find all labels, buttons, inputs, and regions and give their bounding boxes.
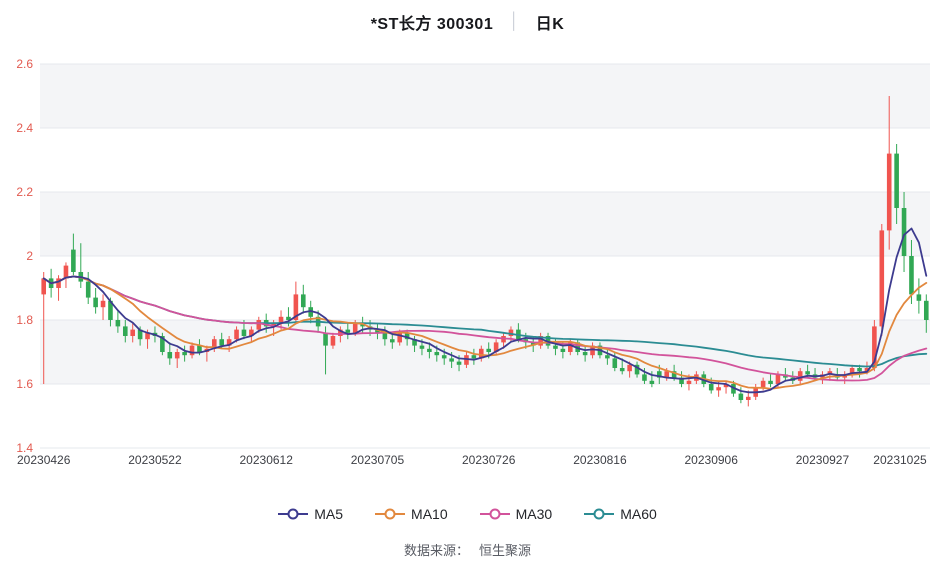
chart-header: *ST长方 300301 │ 日K [0, 0, 935, 44]
legend-item-ma10[interactable]: MA10 [375, 506, 448, 522]
ma10-legend-marker [375, 508, 406, 520]
legend-label-ma10: MA10 [411, 506, 448, 522]
grid-lines [40, 63, 930, 449]
svg-text:1.4: 1.4 [16, 441, 33, 455]
svg-text:20230705: 20230705 [351, 453, 405, 467]
legend-label-ma60: MA60 [620, 506, 657, 522]
svg-text:20231025: 20231025 [873, 453, 927, 467]
svg-text:20230426: 20230426 [17, 453, 71, 467]
svg-text:20230816: 20230816 [573, 453, 627, 467]
svg-text:20230927: 20230927 [796, 453, 850, 467]
svg-text:2.6: 2.6 [16, 57, 33, 71]
candles-layer [41, 96, 929, 407]
title-divider: │ [509, 13, 520, 30]
legend-item-ma30[interactable]: MA30 [479, 506, 553, 522]
chart-title: *ST长方 300301 [370, 16, 494, 33]
legend-label-ma30: MA30 [515, 506, 553, 522]
x-axis-labels: 20230426 20230522 20230612 20230705 20230726… [17, 453, 927, 467]
svg-text:1.8: 1.8 [16, 313, 33, 327]
legend-item-ma5[interactable]: MA5 [278, 506, 343, 522]
kline-mode-label: 日K [535, 16, 565, 33]
data-source-value: 恒生聚源 [479, 543, 532, 558]
chart-legend: MA5 MA10 MA30 MA60 [0, 506, 935, 522]
ma30-legend-marker [479, 508, 510, 520]
data-source: 数据来源： 恒生聚源 [0, 540, 935, 559]
ma-lines-layer [42, 227, 928, 394]
svg-text:2: 2 [26, 249, 33, 263]
data-source-label: 数据来源： [403, 543, 469, 558]
y-axis-labels: 2.6 2.4 2.2 2 1.8 1.6 1.4 [16, 57, 33, 455]
svg-text:20230612: 20230612 [240, 453, 294, 467]
legend-item-ma60[interactable]: MA60 [584, 506, 657, 522]
ma-line-ma30 [42, 275, 928, 382]
ma-line-ma5 [42, 227, 928, 394]
ma-line-ma10 [42, 275, 928, 390]
legend-label-ma5: MA5 [314, 506, 344, 522]
ma5-legend-marker [278, 508, 309, 520]
svg-text:1.6: 1.6 [16, 377, 33, 391]
svg-text:2.4: 2.4 [16, 121, 33, 135]
ma60-legend-marker [584, 508, 615, 520]
svg-text:20230726: 20230726 [462, 453, 516, 467]
svg-text:20230522: 20230522 [128, 453, 182, 467]
svg-text:2.2: 2.2 [16, 185, 33, 199]
svg-text:20230906: 20230906 [685, 453, 739, 467]
